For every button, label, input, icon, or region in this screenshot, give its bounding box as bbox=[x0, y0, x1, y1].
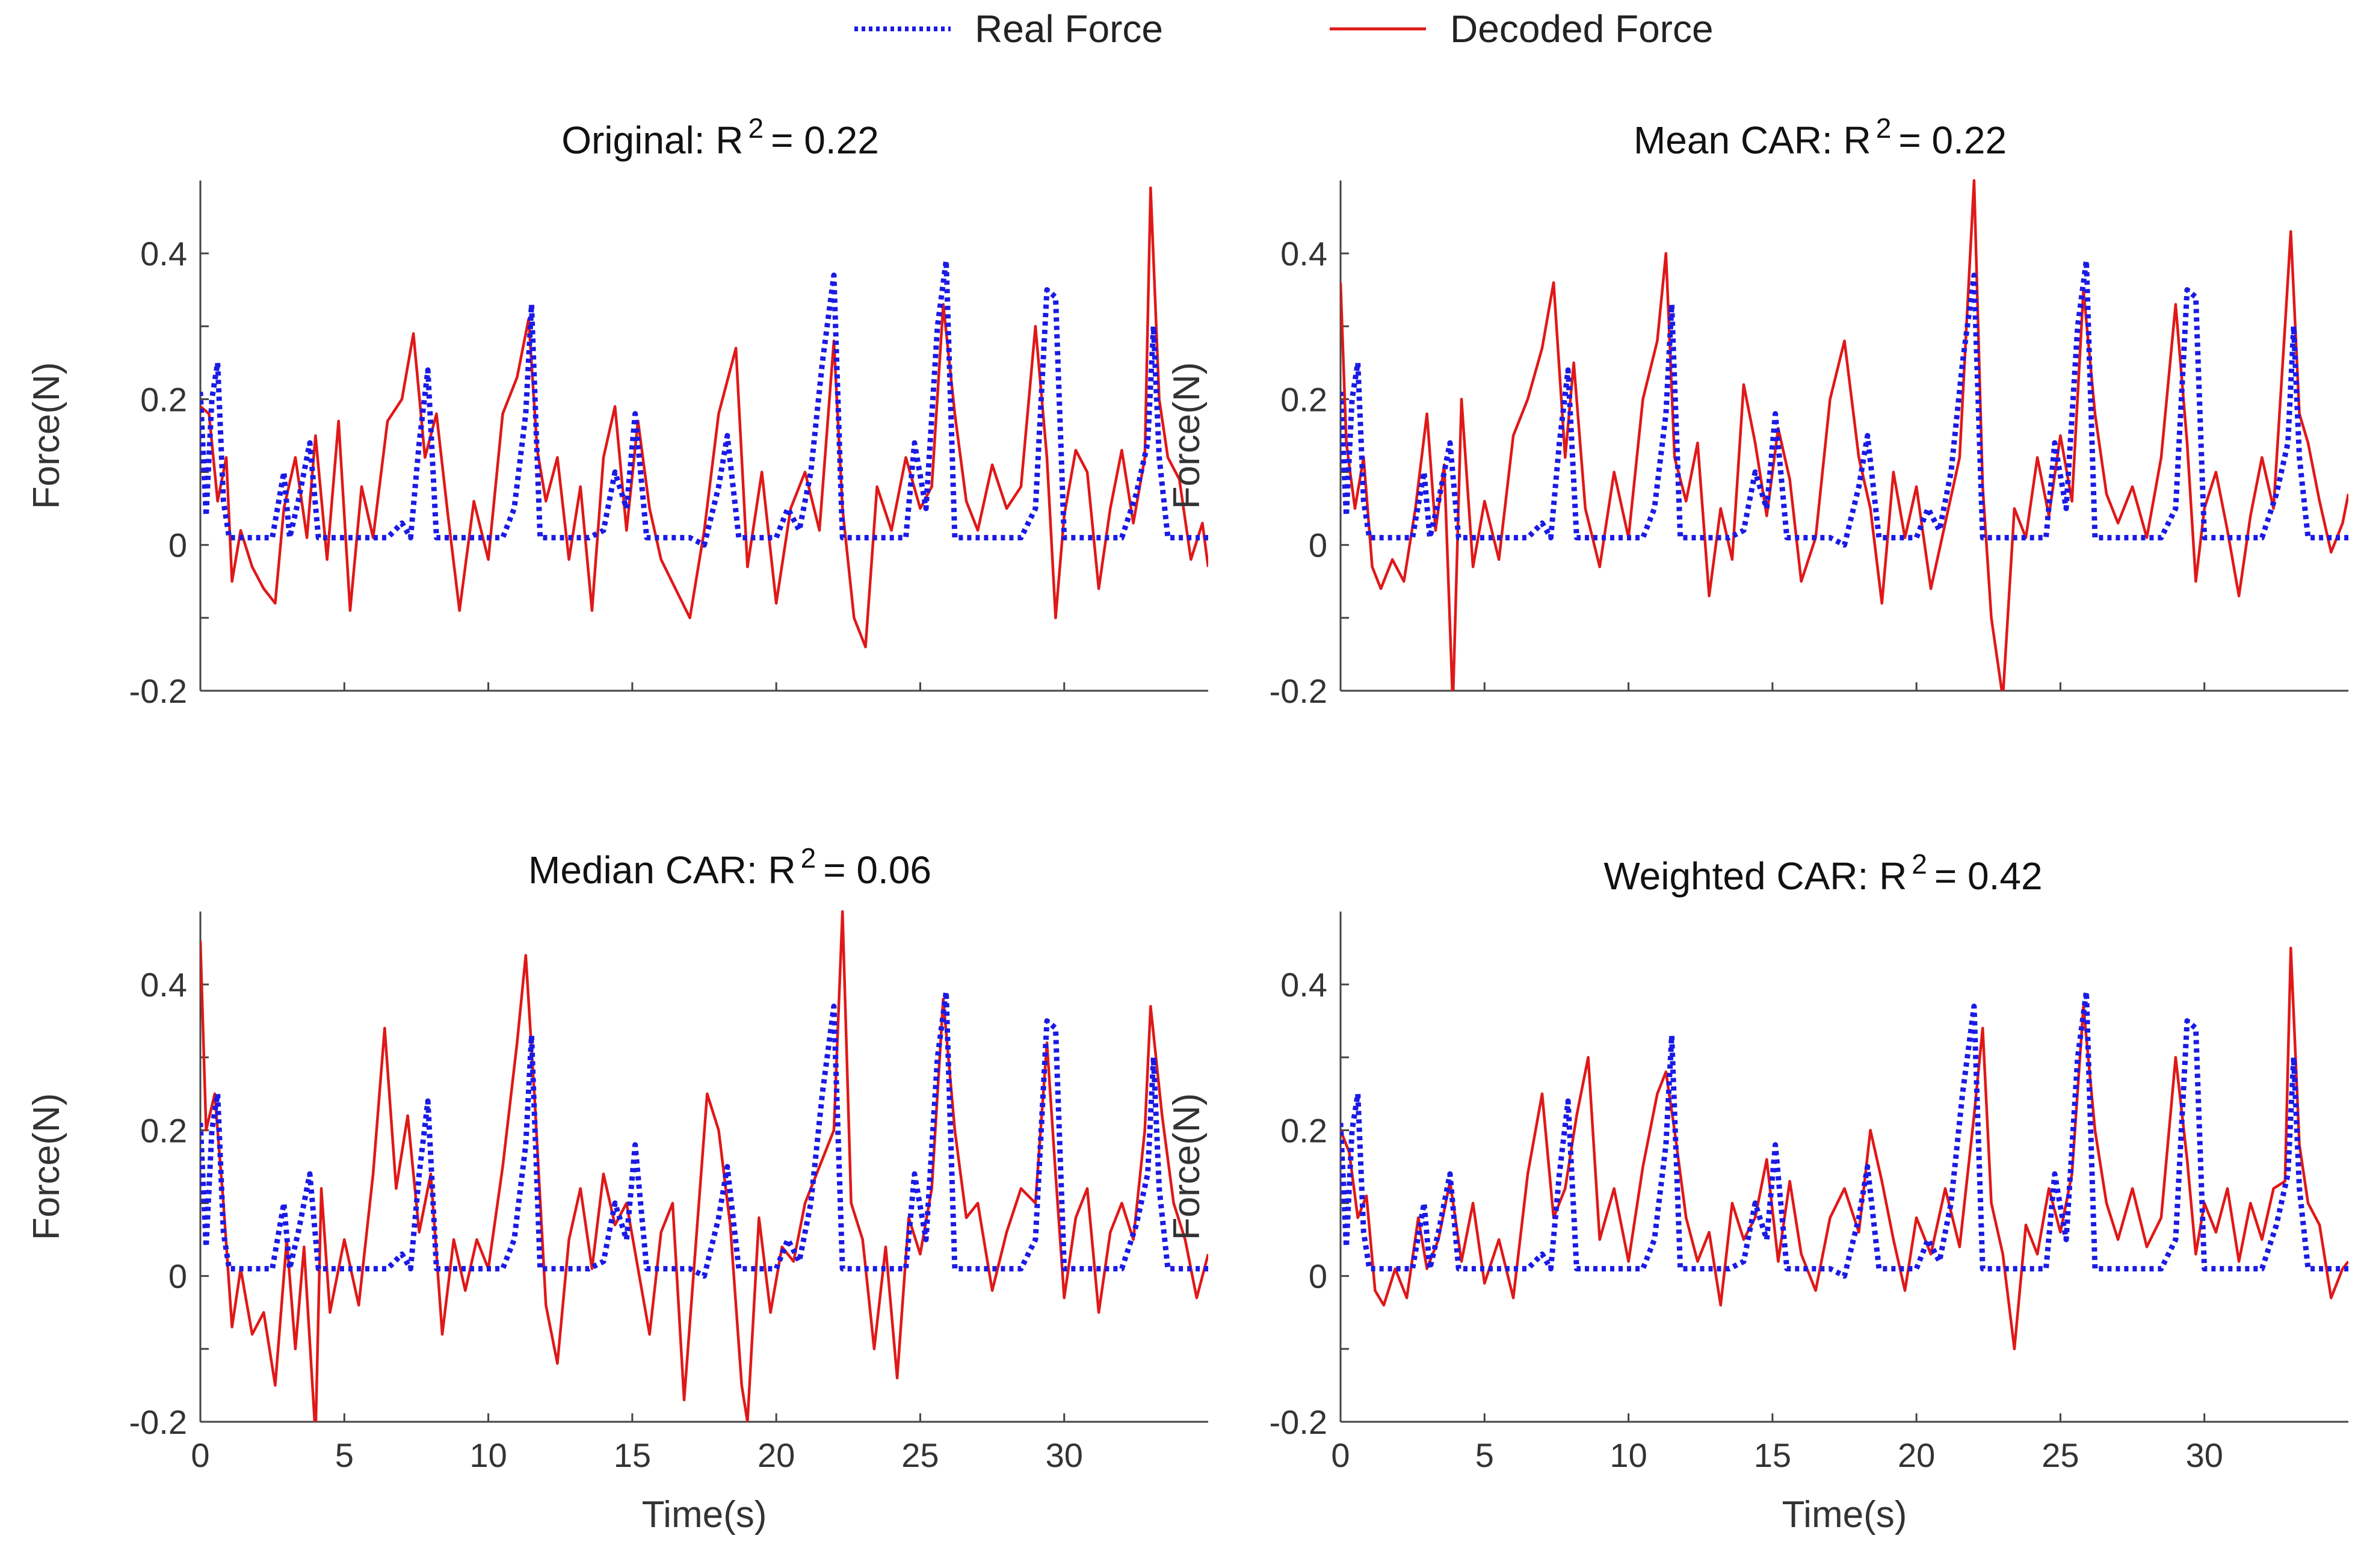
x-axis-label: Time(s) bbox=[1782, 1494, 1907, 1536]
legend-item-decoded-force: Decoded Force bbox=[1330, 5, 1714, 53]
y-tick-label: 0.4 bbox=[1280, 966, 1327, 1004]
x-tick-label: 30 bbox=[1046, 1436, 1083, 1474]
series-decoded-force-line bbox=[200, 910, 1208, 1422]
y-tick-label: 0 bbox=[168, 1258, 187, 1295]
legend-swatch-dotted-line-icon bbox=[854, 26, 951, 31]
series-real-force-line bbox=[200, 989, 1208, 1279]
y-axis-label: Force(N) bbox=[1166, 362, 1208, 510]
y-tick-label: 0.2 bbox=[1280, 1111, 1327, 1149]
chart-panel-3: -0.200.20.40 5 10 15 20 25 30Force(N)Time(s)Me… bbox=[26, 842, 1208, 1536]
series-decoded-force-line bbox=[1341, 179, 2348, 691]
y-tick-label: -0.2 bbox=[129, 672, 188, 710]
panel-title: Weighted CAR: R 2 = 0.42 bbox=[1603, 848, 2042, 898]
y-tick-label: 0 bbox=[1309, 1258, 1327, 1295]
y-tick-label: 0 bbox=[1309, 526, 1327, 564]
x-tick-label: 10 bbox=[469, 1436, 507, 1474]
x-tick-label: 20 bbox=[758, 1436, 795, 1474]
y-tick-label: -0.2 bbox=[129, 1403, 188, 1441]
y-tick-label: -0.2 bbox=[1270, 672, 1328, 710]
series-real-force-line bbox=[1341, 989, 2348, 1279]
x-tick-label: 15 bbox=[1754, 1436, 1791, 1474]
x-tick-label: 15 bbox=[614, 1436, 651, 1474]
y-tick-label: 0.2 bbox=[140, 380, 187, 418]
x-tick-label: 0 bbox=[1331, 1436, 1350, 1474]
y-tick-label: 0.2 bbox=[1280, 380, 1327, 418]
x-tick-label: 25 bbox=[901, 1436, 939, 1474]
series-decoded-force-line bbox=[200, 186, 1208, 649]
legend: Real Force Decoded Force bbox=[854, 5, 1817, 53]
legend-swatch-solid-line-icon bbox=[1330, 27, 1426, 31]
legend-item-real-force: Real Force bbox=[854, 5, 1163, 53]
x-axis-label: Time(s) bbox=[642, 1494, 767, 1536]
x-tick-label: 5 bbox=[1475, 1436, 1494, 1474]
x-tick-label: 5 bbox=[335, 1436, 354, 1474]
series-real-force-line bbox=[1341, 258, 2348, 548]
legend-label-decoded-force: Decoded Force bbox=[1450, 7, 1714, 51]
panel-title: Median CAR: R 2 = 0.06 bbox=[528, 842, 931, 892]
y-axis-label: Force(N) bbox=[26, 362, 67, 510]
y-tick-label: 0.2 bbox=[140, 1111, 187, 1149]
legend-label-real-force: Real Force bbox=[975, 7, 1163, 51]
y-axis-label: Force(N) bbox=[1166, 1093, 1208, 1241]
x-tick-label: 10 bbox=[1610, 1436, 1647, 1474]
chart-panel-2: -0.2 0 0.2 0.4 Force(N) Mean CAR: R 2 = 0.22 bbox=[1166, 113, 2348, 710]
chart-panel-1: -0.2 0 0.2 0.4 Force(N) Original: R 2 = 0.22 bbox=[26, 113, 1208, 710]
y-tick-label: 0.4 bbox=[1280, 235, 1327, 273]
y-tick-label: -0.2 bbox=[1270, 1403, 1328, 1441]
x-tick-label: 25 bbox=[2042, 1436, 2079, 1474]
y-tick-label: 0.4 bbox=[140, 966, 187, 1004]
x-tick-label: 20 bbox=[1898, 1436, 1935, 1474]
x-tick-label: 0 bbox=[191, 1436, 209, 1474]
series-decoded-force-line bbox=[1341, 946, 2348, 1351]
y-axis-label: Force(N) bbox=[26, 1093, 67, 1241]
y-tick-label: 0 bbox=[168, 526, 187, 564]
panel-title: Original: R 2 = 0.22 bbox=[561, 113, 879, 162]
x-tick-label: 30 bbox=[2186, 1436, 2223, 1474]
series-real-force-line bbox=[200, 258, 1208, 548]
chart-panel-4: -0.200.20.40 5 10 15 20 25 30Force(N)Time(s)We… bbox=[1166, 848, 2348, 1536]
panel-title: Mean CAR: R 2 = 0.22 bbox=[1634, 113, 2007, 162]
y-tick-label: 0.4 bbox=[140, 235, 187, 273]
